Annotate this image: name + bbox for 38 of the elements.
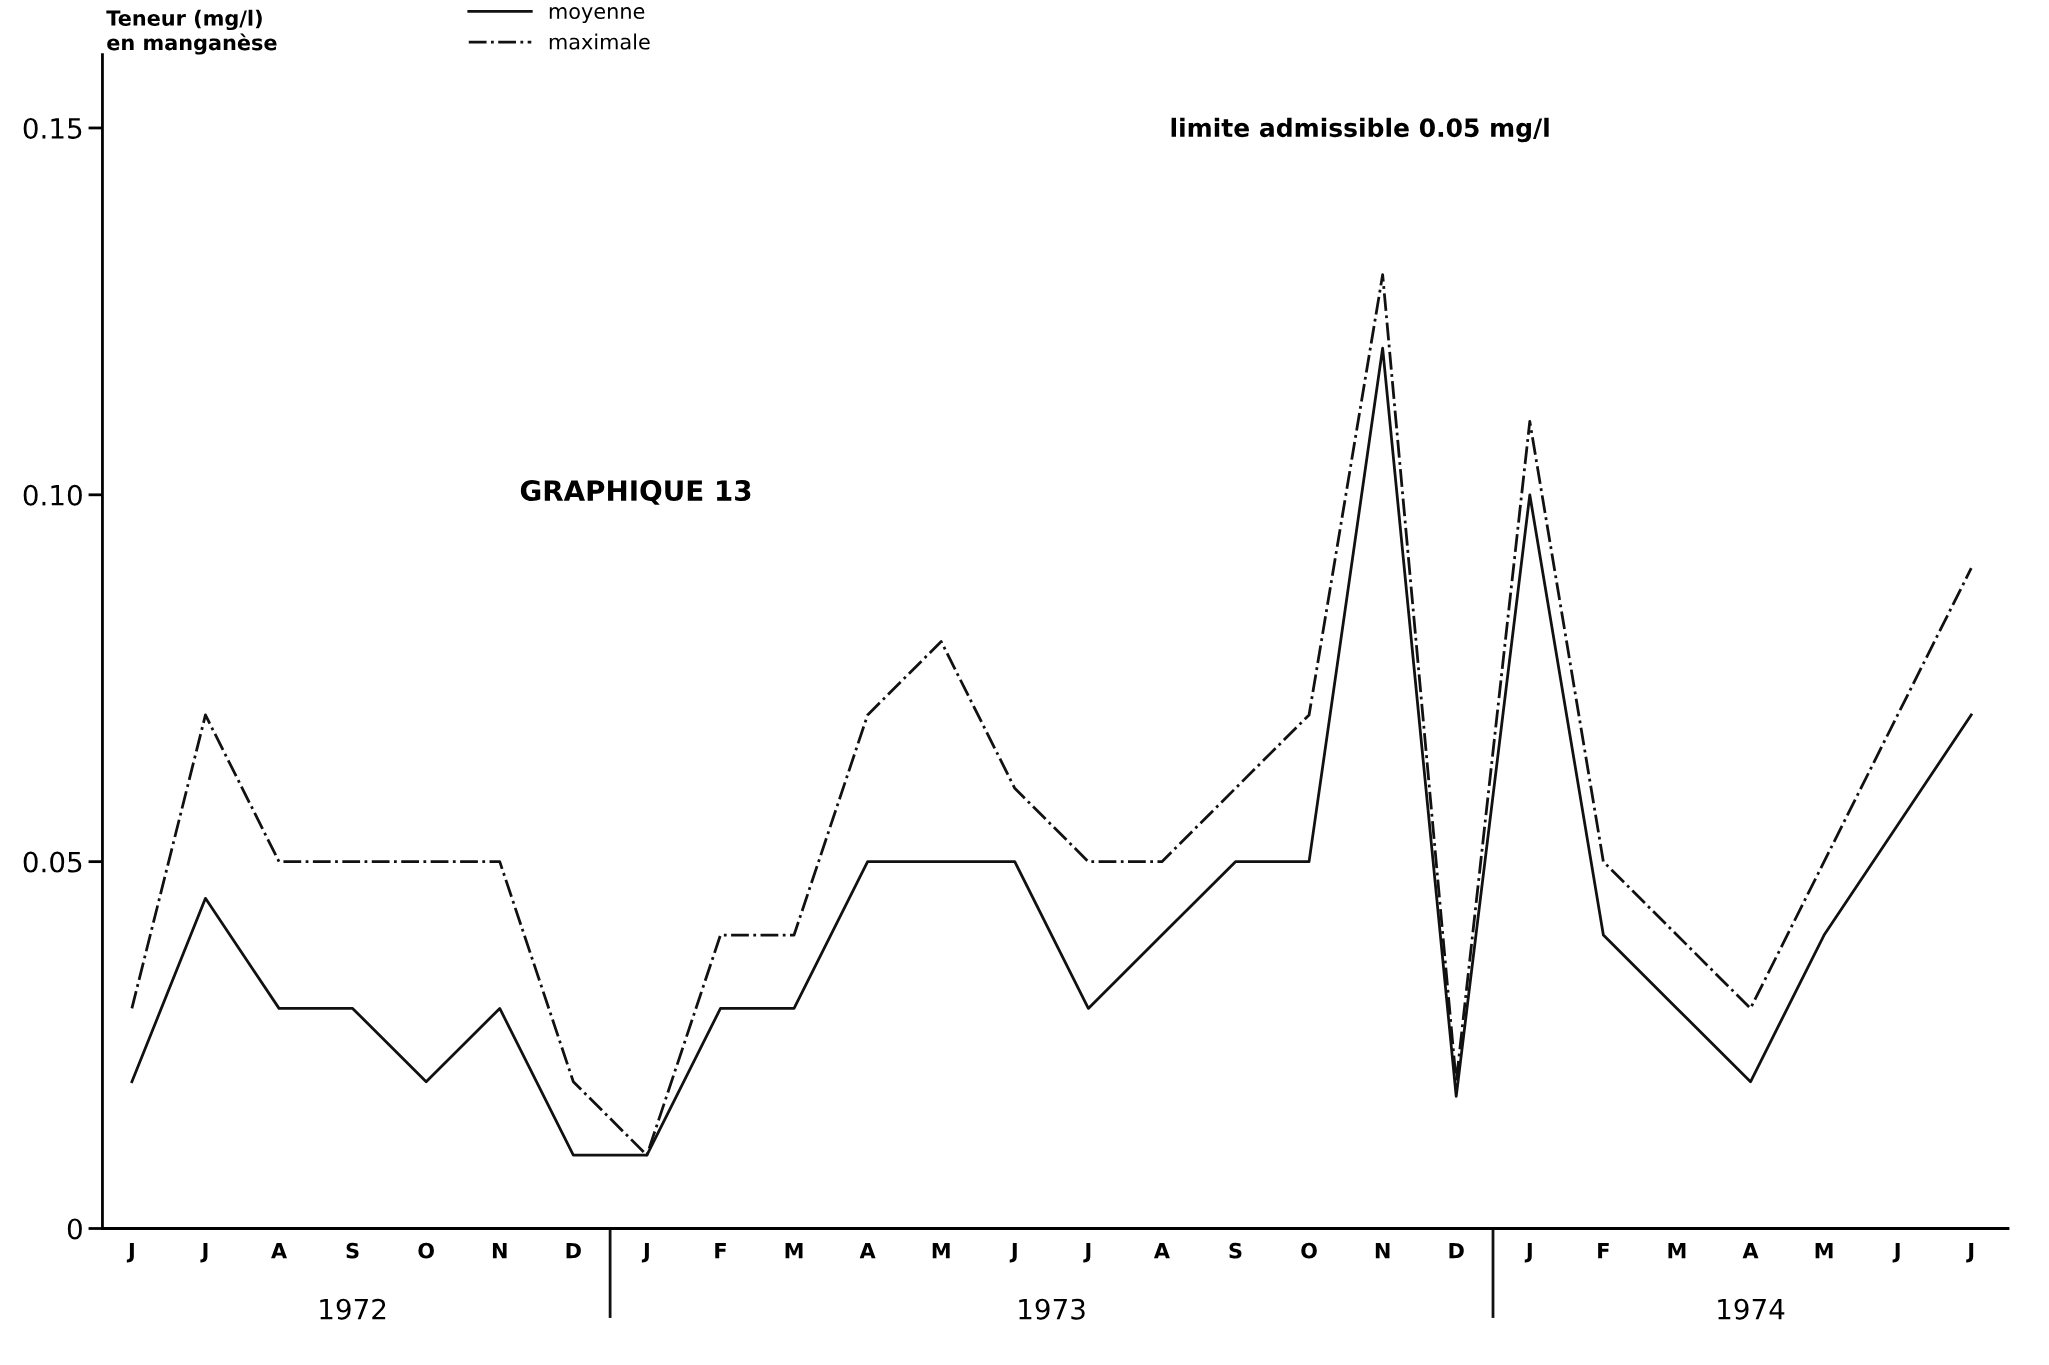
x-tick-label: F	[1598, 1243, 1609, 1259]
y-axis-title: Teneur (mg/l) en manganèse	[106, 9, 277, 55]
x-tick-label: M	[932, 1243, 950, 1259]
x-tick-label: J	[1524, 1243, 1532, 1263]
x-tick-label: J	[126, 1243, 134, 1263]
x-tick-label: O	[1301, 1242, 1317, 1259]
x-tick-label: F	[715, 1243, 726, 1259]
x-tick-label: J	[1009, 1243, 1017, 1263]
y-tick-label: 0	[67, 1218, 82, 1240]
y-tick-label: 0.15	[23, 117, 82, 139]
x-tick-label: A	[859, 1243, 876, 1259]
annotation: GRAPHIQUE 13	[520, 480, 751, 505]
x-tick-label: D	[566, 1243, 581, 1259]
annotation: limite admissible 0.05 mg/l	[1171, 117, 1549, 143]
y-tick-label: 0.10	[23, 484, 82, 506]
x-tick-label: J	[200, 1243, 208, 1263]
x-tick-label: A	[271, 1243, 287, 1259]
x-tick-label: S	[346, 1242, 359, 1259]
y-tick-label: 0.05	[23, 851, 82, 873]
x-tick-label: N	[492, 1243, 507, 1259]
x-tick-label: M	[785, 1243, 803, 1259]
x-tick-label: D	[1449, 1243, 1464, 1259]
legend-label: moyenne	[549, 7, 645, 24]
x-tick-label: A	[1153, 1243, 1170, 1259]
legend-label: maximale	[549, 33, 650, 50]
x-tick-label: S	[1229, 1242, 1242, 1259]
x-tick-label: A	[1742, 1243, 1759, 1259]
x-tick-label: M	[1668, 1243, 1686, 1259]
text: 1972	[320, 1298, 386, 1320]
text: 1974	[1718, 1298, 1785, 1320]
x-tick-label: J	[1966, 1243, 1974, 1263]
text: 1973	[1019, 1298, 1085, 1320]
x-tick-label: J	[1892, 1243, 1900, 1263]
x-tick-label: J	[641, 1243, 649, 1263]
x-tick-label: M	[1815, 1243, 1833, 1259]
x-tick-label: J	[1083, 1243, 1091, 1263]
x-tick-label: O	[418, 1242, 434, 1259]
x-tick-label: N	[1375, 1243, 1390, 1259]
